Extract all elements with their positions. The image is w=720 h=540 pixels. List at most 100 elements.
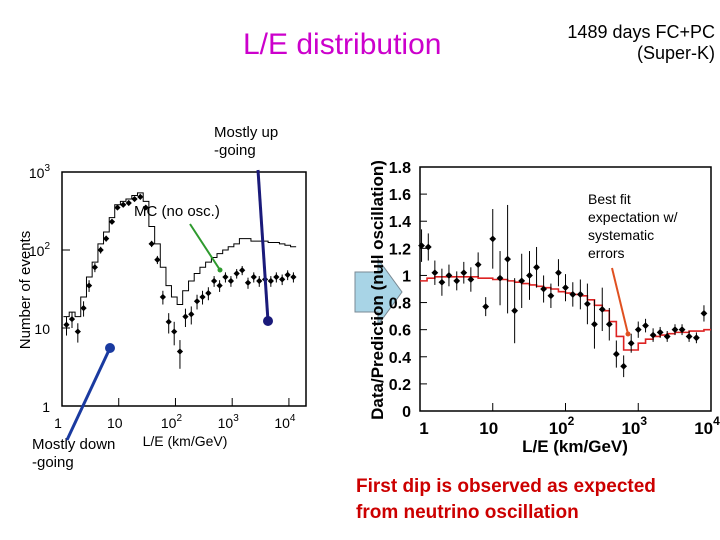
left-data-point <box>250 273 257 281</box>
right-data-point <box>533 263 540 271</box>
right-data-point <box>482 303 490 311</box>
left-mc-histogram <box>63 192 297 318</box>
left-data-point <box>210 277 218 285</box>
mostly-up-label: Mostly up -going <box>214 124 278 160</box>
left-data-point <box>165 318 172 325</box>
right-data-point <box>489 235 497 243</box>
right-data-point <box>555 269 562 277</box>
right-x-axis-label: L/E (km/GeV) <box>522 437 628 456</box>
best-fit-line2: expectation w/ <box>588 209 678 225</box>
left-data-point <box>142 204 149 211</box>
subtitle-line1: 1489 days FC+PC <box>567 22 715 42</box>
left-data-point <box>63 321 70 328</box>
right-data-point <box>460 269 468 277</box>
mostly-up-line2: -going <box>214 142 256 159</box>
left-data-point <box>125 199 132 207</box>
left-data-point <box>267 277 274 285</box>
right-y-tick-label: 0.6 <box>389 323 411 340</box>
left-data-point <box>171 328 178 335</box>
left-y-tick-label: 1 <box>42 399 50 415</box>
left-data-point <box>273 273 280 281</box>
left-x-tick-label: 1 <box>54 415 62 431</box>
best-fit-pointer <box>611 267 629 335</box>
right-data-point <box>584 300 591 308</box>
right-data-point <box>438 278 446 286</box>
left-data-point <box>159 293 166 301</box>
left-data-point <box>68 316 76 323</box>
right-y-tick-label: 1.4 <box>389 214 411 231</box>
left-data-point <box>74 328 81 335</box>
mostly-down-line1: Mostly down <box>32 436 116 453</box>
mc-label: MC (no osc.) <box>134 203 220 220</box>
subtitle-line2: (Super-K) <box>636 43 715 63</box>
mc-pointer-dot <box>217 267 223 273</box>
left-data-point <box>244 279 252 286</box>
subtitle: 1489 days FC+PC (Super-K) <box>520 22 715 64</box>
left-data-point <box>80 304 87 312</box>
left-data-point <box>222 273 229 281</box>
right-data-point <box>612 350 620 358</box>
left-x-axis-label: L/E (km/GeV) <box>143 433 228 449</box>
left-data-point <box>137 193 144 200</box>
left-data-point <box>114 204 121 211</box>
right-data-point <box>418 242 425 250</box>
left-data-point <box>279 276 286 283</box>
right-y-tick-label: 0.2 <box>389 377 411 394</box>
right-data-point <box>685 333 693 340</box>
left-data-point <box>120 201 127 208</box>
right-data-point <box>424 243 432 251</box>
left-x-tick-label: 10 <box>107 415 123 431</box>
best-fit-line1: Best fit <box>588 191 631 207</box>
page-title: L/E distribution <box>243 28 442 61</box>
mostly-down-pointer <box>65 347 112 441</box>
right-data-point <box>569 291 577 298</box>
mostly-up-pointer <box>256 169 270 322</box>
right-y-tick-label: 1.6 <box>389 187 411 204</box>
right-data-point <box>496 274 504 282</box>
left-data-point <box>131 195 138 203</box>
right-x-tick-label: 10 <box>479 419 498 438</box>
mostly-down-pointer-dot <box>105 343 115 353</box>
left-data-point <box>108 218 116 225</box>
right-data-point <box>547 292 555 300</box>
left-data-point <box>193 298 201 305</box>
right-data-point <box>656 328 664 336</box>
left-data-point <box>188 311 195 318</box>
right-y-tick-label: 0 <box>402 404 411 421</box>
best-fit-line4: errors <box>588 245 625 261</box>
right-data-point <box>634 326 642 334</box>
right-data-point <box>511 307 519 315</box>
right-y-tick-label: 0.8 <box>389 296 411 313</box>
left-y-axis-label: Number of events <box>17 231 34 349</box>
right-data-point <box>620 362 628 370</box>
mostly-up-pointer-dot <box>263 316 273 326</box>
left-data-point <box>182 313 189 320</box>
right-data-point <box>598 305 606 313</box>
left-data-point <box>233 270 240 277</box>
left-data-point <box>284 271 291 278</box>
left-y-tick-label: 102 <box>29 241 51 259</box>
conclusion-line2: from neutrino oscillation <box>356 502 579 523</box>
right-data-point <box>576 291 584 298</box>
mostly-down-line2: -going <box>32 454 74 471</box>
right-data-point <box>642 322 649 329</box>
left-data-point <box>91 264 99 271</box>
right-y-tick-label: 1.2 <box>389 241 411 258</box>
right-data-point <box>504 255 511 263</box>
right-data-point <box>700 310 708 317</box>
left-data-point <box>176 348 184 355</box>
right-data-point <box>693 334 700 342</box>
right-x-tick-label: 104 <box>694 414 720 438</box>
left-data-point <box>199 293 206 301</box>
right-data-point <box>474 261 482 268</box>
right-data-point <box>445 272 453 279</box>
right-data-point <box>431 269 439 277</box>
left-data-point <box>154 256 161 263</box>
left-data-point <box>148 240 155 247</box>
left-x-tick-label: 102 <box>161 413 183 431</box>
left-data-point <box>227 277 235 285</box>
right-data-point <box>467 276 475 283</box>
mostly-down-label: Mostly down -going <box>32 436 115 472</box>
right-y-axis-label: Data/Prediction (null oscillation) <box>368 160 387 420</box>
